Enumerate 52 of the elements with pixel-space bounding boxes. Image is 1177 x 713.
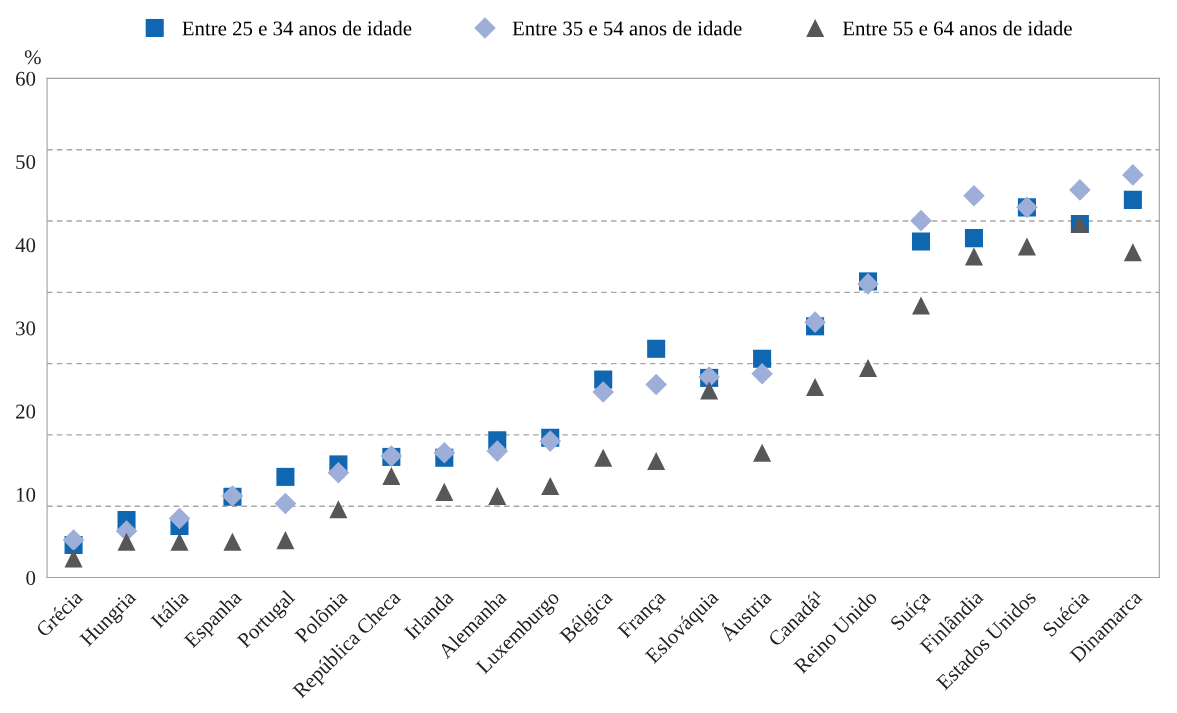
point — [911, 296, 931, 315]
point — [910, 209, 932, 232]
point — [223, 532, 242, 551]
point — [911, 232, 931, 251]
point — [64, 549, 83, 568]
point — [539, 430, 562, 452]
point — [645, 373, 667, 396]
point — [276, 467, 295, 486]
point — [592, 381, 615, 403]
point — [382, 467, 401, 486]
point — [1122, 164, 1144, 186]
point — [1069, 179, 1091, 201]
y-tick-label: 10 — [16, 487, 36, 502]
point — [168, 507, 191, 530]
point — [647, 339, 666, 358]
point — [117, 532, 136, 551]
y-tick-label: 0 — [26, 570, 36, 585]
point — [327, 461, 350, 484]
point — [804, 311, 826, 333]
point — [1017, 237, 1036, 256]
point — [753, 349, 772, 368]
point — [486, 440, 509, 462]
y-tick-label: 60 — [16, 71, 36, 86]
point — [751, 362, 773, 385]
legend-label: Entre 35 e 54 anos de idade — [512, 20, 742, 36]
y-axis-title: % — [24, 50, 41, 65]
point — [964, 229, 983, 248]
y-tick-label: 50 — [16, 154, 36, 170]
point — [753, 443, 772, 462]
legend-label: Entre 55 e 64 anos de idade — [842, 20, 1072, 36]
point — [594, 448, 613, 467]
y-tick-label: 20 — [16, 404, 36, 419]
point — [806, 378, 825, 397]
point — [859, 358, 878, 377]
point — [276, 531, 295, 550]
point — [329, 500, 348, 519]
y-tick-label: 40 — [15, 238, 36, 253]
point — [963, 184, 985, 207]
point — [435, 482, 454, 501]
point — [433, 441, 456, 464]
point — [488, 486, 507, 506]
point — [1123, 243, 1142, 262]
y-tick-label: 30 — [16, 321, 36, 336]
point — [170, 532, 189, 551]
point — [700, 381, 719, 400]
point — [62, 529, 85, 551]
point — [1123, 190, 1142, 209]
point — [647, 452, 666, 471]
point — [541, 477, 560, 496]
legend-label: Entre 25 e 34 anos de idade — [182, 20, 412, 36]
point — [274, 492, 297, 515]
point — [964, 247, 983, 266]
